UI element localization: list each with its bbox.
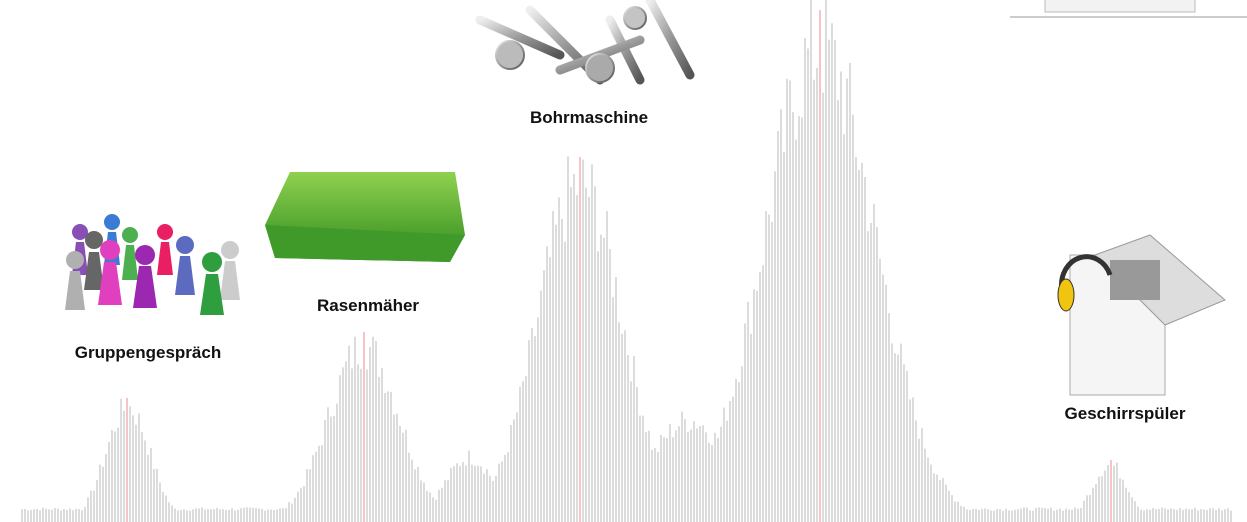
screws-icon xyxy=(480,0,690,82)
dishwasher-icon xyxy=(1058,235,1225,395)
item-label: Rasenmäher xyxy=(317,296,419,315)
grass-icon xyxy=(265,172,465,262)
appliance-partial xyxy=(1010,0,1247,17)
item-label: Gruppengespräch xyxy=(75,343,221,362)
item-label: Bohrmaschine xyxy=(530,108,648,127)
item-label: Geschirrspüler xyxy=(1065,404,1186,423)
pawns-icon xyxy=(65,214,240,315)
noise-infographic: Gruppengespräch Rasenmäher Bohrmaschine Ges… xyxy=(0,0,1247,522)
